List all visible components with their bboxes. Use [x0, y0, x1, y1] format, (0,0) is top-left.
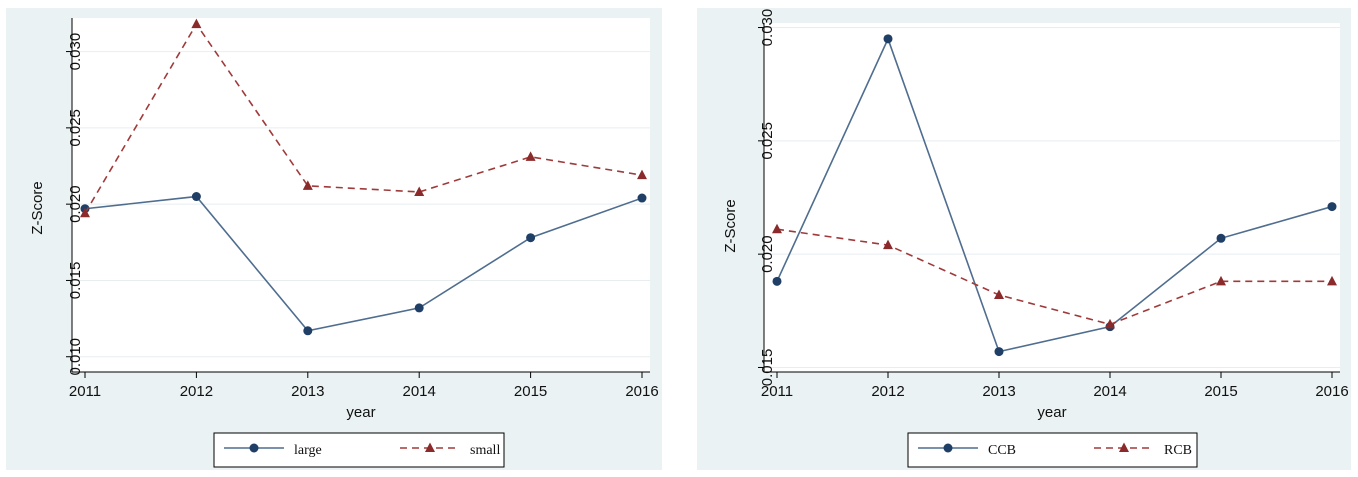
- series-line-small: [84, 22, 643, 214]
- x-tick-label: 2011: [761, 383, 793, 400]
- data-point-RCB: [883, 239, 893, 250]
- y-tick-label: 0.020: [67, 185, 84, 223]
- line-chart-left: 0.010 0.015 0.020 0.025 0.030 2011 2012 2013 201…: [29, 18, 659, 468]
- data-point-large: [526, 233, 536, 243]
- data-point-large: [637, 193, 647, 203]
- legend-box: [907, 432, 1198, 468]
- x-tick-label: 2013: [291, 383, 324, 400]
- data-point-large: [303, 326, 313, 336]
- x-tick-label: 2015: [514, 383, 547, 400]
- x-tick-label: 2016: [625, 383, 658, 400]
- y-tick-label: 0.025: [759, 122, 776, 160]
- data-point-CCB: [1216, 233, 1226, 243]
- x-tick-label: 2012: [180, 383, 213, 400]
- chart-panel-right: 0.015 0.020 0.025 0.030 2011 2012 2013 2014 2015…: [697, 8, 1351, 470]
- data-point-RCB: [994, 289, 1004, 299]
- y-tick-label: 0.030: [67, 33, 84, 71]
- x-tick-label: 2013: [982, 383, 1015, 400]
- y-tick-label: 0.030: [759, 9, 776, 47]
- legend-marker-RCB: [1119, 442, 1129, 452]
- legend-marker-large: [249, 443, 259, 453]
- y-tick-label: 0.020: [759, 235, 776, 273]
- y-tick-label: 0.015: [759, 349, 776, 387]
- data-point-small: [637, 169, 647, 180]
- data-point-large: [414, 303, 424, 313]
- data-point-large: [191, 192, 201, 202]
- legend-marker-small: [425, 442, 435, 452]
- x-tick-label: 2014: [1093, 383, 1126, 400]
- chart-panel-left: 0.010 0.015 0.020 0.025 0.030 2011 2012 2013 201…: [6, 8, 662, 470]
- y-axis-title: Z-Score: [722, 199, 739, 252]
- plot-area: [764, 23, 1340, 372]
- y-axis-title: Z-Score: [29, 181, 46, 234]
- y-tick-label: 0.025: [67, 109, 84, 147]
- series-line-large: [84, 195, 643, 332]
- legend-marker-CCB: [943, 443, 953, 453]
- legend-label-RCB: RCB: [1164, 443, 1192, 458]
- y-tick-label: 0.015: [67, 262, 84, 300]
- data-point-CCB: [994, 347, 1004, 357]
- legend-label-small: small: [470, 443, 500, 458]
- data-point-RCB: [1105, 318, 1115, 329]
- data-point-small: [302, 180, 313, 190]
- x-tick-label: 2014: [403, 383, 436, 400]
- data-point-small: [414, 186, 425, 196]
- x-tick-label: 2012: [871, 383, 904, 400]
- x-tick-label: 2015: [1204, 383, 1237, 400]
- legend-label-CCB: CCB: [988, 443, 1016, 458]
- data-point-RCB: [1216, 275, 1226, 286]
- legend-label-large: large: [294, 443, 322, 458]
- legend-box: [213, 432, 505, 468]
- x-tick-label: 2011: [69, 383, 101, 400]
- data-point-CCB: [1327, 202, 1337, 212]
- data-point-small: [525, 151, 536, 161]
- x-tick-label: 2016: [1315, 383, 1348, 400]
- data-point-CCB: [772, 276, 782, 286]
- plot-area: [72, 18, 650, 372]
- x-axis-title: year: [1037, 404, 1066, 421]
- data-point-small: [191, 18, 202, 29]
- series-line-CCB: [776, 36, 1333, 353]
- line-chart-right: 0.015 0.020 0.025 0.030 2011 2012 2013 2014 2015…: [722, 9, 1349, 468]
- x-axis-title: year: [346, 404, 375, 421]
- data-point-RCB: [772, 223, 782, 234]
- y-tick-label: 0.010: [67, 338, 84, 376]
- data-point-CCB: [883, 34, 893, 44]
- series-line-RCB: [776, 228, 1332, 326]
- data-point-RCB: [1327, 275, 1337, 286]
- data-point-small: [80, 207, 90, 218]
